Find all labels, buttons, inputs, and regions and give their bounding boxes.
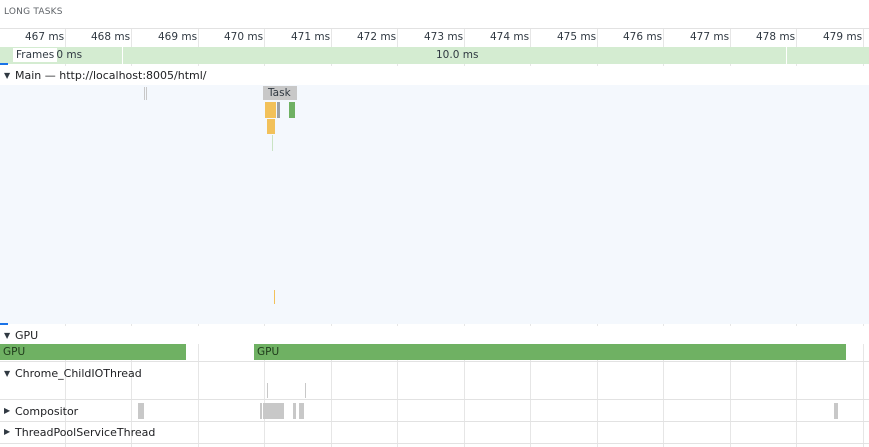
expand-triangle-down-icon[interactable]: ▼	[4, 369, 11, 378]
scripting-event[interactable]	[267, 119, 275, 134]
tiny-task[interactable]	[146, 87, 147, 100]
thread-pool-track-header[interactable]: ▶ ThreadPoolServiceThread	[0, 423, 200, 441]
tick-label: 471 ms	[291, 31, 331, 43]
frames-track[interactable]	[0, 47, 869, 64]
tick-label: 470 ms	[224, 31, 264, 43]
gpu-track-title: GPU	[15, 329, 39, 342]
expand-triangle-right-icon[interactable]: ▶	[4, 406, 11, 415]
track-divider	[0, 443, 869, 444]
compositor-task[interactable]	[293, 403, 296, 419]
scripting-event[interactable]	[265, 102, 276, 118]
track-divider	[0, 361, 869, 362]
tick-label: 477 ms	[690, 31, 730, 43]
track-divider	[0, 399, 869, 400]
main-selection-marker	[0, 323, 8, 325]
frame-separator	[122, 47, 123, 64]
gpu-task-bar[interactable]: GPU	[0, 344, 186, 360]
compositor-task[interactable]	[834, 403, 838, 419]
tick-label: 472 ms	[357, 31, 397, 43]
main-track-flame-chart[interactable]	[0, 85, 869, 324]
io-task[interactable]	[305, 383, 306, 398]
compositor-task[interactable]	[299, 403, 304, 419]
frame-duration[interactable]: 10.0 ms	[436, 49, 479, 61]
gpu-task-bar[interactable]: GPU	[254, 344, 846, 360]
track-divider	[0, 421, 869, 422]
compositor-task[interactable]	[260, 403, 262, 419]
expand-triangle-right-icon[interactable]: ▶	[4, 427, 11, 436]
compositor-track-title: Compositor	[15, 405, 79, 418]
frame-duration[interactable]: .0 ms	[53, 49, 83, 61]
tick-label: 476 ms	[623, 31, 663, 43]
long-tasks-divider	[0, 28, 869, 29]
compositor-track-header[interactable]: ▶ Compositor	[0, 402, 120, 420]
tick-label: 474 ms	[490, 31, 530, 43]
tick-label: 469 ms	[158, 31, 198, 43]
tick-label: 468 ms	[91, 31, 131, 43]
io-task[interactable]	[267, 383, 268, 398]
main-track-title: Main — http://localhost:8005/html/	[15, 69, 207, 82]
child-io-track-header[interactable]: ▼ Chrome_ChildIOThread	[0, 364, 869, 382]
tick-label: 478 ms	[756, 31, 796, 43]
tick-label: 479 ms	[823, 31, 863, 43]
long-tasks-label: LONG TASKS	[4, 7, 63, 17]
frames-track-label: Frames	[13, 48, 58, 62]
scripting-event-thin[interactable]	[274, 290, 275, 304]
painting-event-thin[interactable]	[272, 135, 273, 151]
compositor-task[interactable]	[263, 403, 284, 419]
other-event[interactable]	[277, 102, 280, 118]
compositor-task[interactable]	[138, 403, 144, 419]
main-track-header[interactable]: ▼ Main — http://localhost:8005/html/	[0, 66, 869, 85]
tick-label: 467 ms	[25, 31, 65, 43]
frames-selection-marker	[0, 63, 8, 65]
tiny-task[interactable]	[144, 87, 145, 100]
time-ruler[interactable]: 467 ms 468 ms 469 ms 470 ms 471 ms 472 m…	[0, 29, 869, 47]
tick-label: 473 ms	[424, 31, 464, 43]
thread-pool-track-title: ThreadPoolServiceThread	[15, 426, 156, 439]
expand-triangle-down-icon[interactable]: ▼	[4, 71, 11, 80]
tick-label: 475 ms	[557, 31, 597, 43]
task-block[interactable]: Task	[263, 86, 297, 100]
child-io-track-title: Chrome_ChildIOThread	[15, 367, 142, 380]
gpu-track-header[interactable]: ▼ GPU	[0, 326, 869, 344]
expand-triangle-down-icon[interactable]: ▼	[4, 331, 11, 340]
painting-event[interactable]	[289, 102, 295, 118]
frame-separator	[786, 47, 787, 64]
